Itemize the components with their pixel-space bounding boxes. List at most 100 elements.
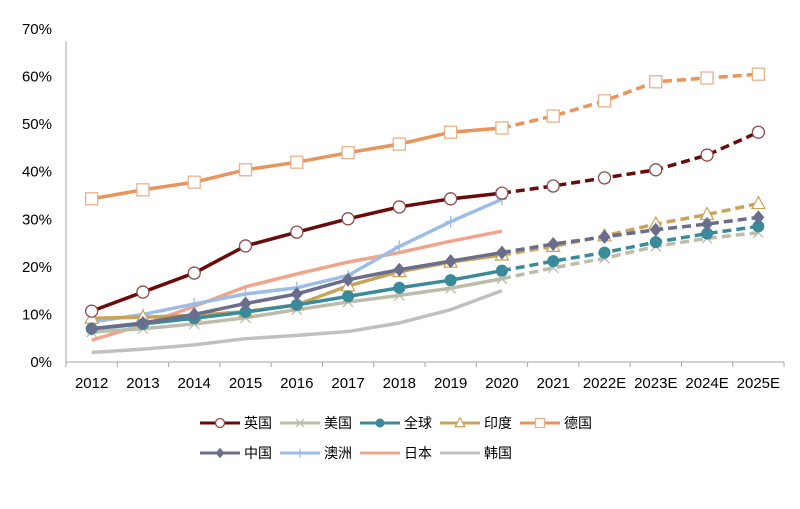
legend-item: 英国 bbox=[198, 413, 274, 433]
marker-dot bbox=[547, 255, 560, 268]
legend-item: 澳洲 bbox=[278, 443, 354, 463]
marker-square bbox=[700, 71, 714, 85]
x-tick-label: 2012 bbox=[75, 375, 108, 392]
y-tick-label: 20% bbox=[22, 259, 52, 276]
marker-square bbox=[392, 137, 407, 151]
legend-swatch-icon bbox=[360, 418, 400, 428]
marker-plus bbox=[296, 448, 304, 458]
y-tick-label: 70% bbox=[22, 21, 52, 38]
series-forecast-line bbox=[501, 215, 759, 255]
marker-diamond bbox=[188, 307, 201, 322]
legend-label: 德国 bbox=[564, 416, 592, 432]
x-tick-label: 2018 bbox=[383, 375, 416, 392]
marker-dot bbox=[375, 418, 385, 428]
marker-diamond bbox=[495, 245, 508, 260]
marker-square bbox=[290, 155, 304, 169]
x-tick-label: 2024E bbox=[685, 375, 728, 392]
series-3 bbox=[85, 220, 765, 335]
y-tick-label: 10% bbox=[22, 306, 52, 323]
marker-diamond bbox=[547, 237, 560, 252]
series-line bbox=[91, 289, 503, 355]
legend-row: 英国 美国 全球 印度 德国 bbox=[198, 408, 638, 438]
legend-swatch-icon bbox=[200, 417, 240, 429]
marker-square bbox=[187, 175, 201, 189]
marker-diamond bbox=[752, 210, 765, 225]
legend-item: 全球 bbox=[358, 413, 434, 433]
legend-item: 德国 bbox=[518, 413, 594, 433]
marker-square bbox=[84, 192, 99, 206]
marker-circle bbox=[392, 200, 407, 214]
marker-dot bbox=[290, 298, 303, 311]
legend-item: 印度 bbox=[438, 413, 514, 433]
legend-swatch-icon bbox=[440, 416, 480, 428]
marker-circle bbox=[187, 266, 201, 280]
y-axis: 0% 10% 20% 30% 40% 50% 60% 70% bbox=[22, 21, 67, 371]
x-tick-label: 2022E bbox=[583, 375, 626, 392]
marker-circle bbox=[238, 239, 253, 253]
y-tick-label: 30% bbox=[22, 211, 52, 228]
series-1 bbox=[84, 125, 766, 318]
x-tick-label: 2013 bbox=[126, 375, 159, 392]
marker-triangle bbox=[454, 416, 466, 428]
legend-label: 英国 bbox=[244, 416, 272, 432]
legend-label: 印度 bbox=[484, 416, 512, 432]
x-axis: 2012 2013 2014 2015 2016 2017 2018 2019 2020 2021… bbox=[65, 361, 785, 392]
marker-dot bbox=[701, 227, 714, 240]
marker-circle bbox=[290, 225, 304, 239]
marker-circle bbox=[341, 212, 355, 226]
legend-label: 韩国 bbox=[484, 446, 512, 462]
marker-circle bbox=[214, 417, 226, 429]
legend-item: 日本 bbox=[358, 443, 434, 463]
x-tick-label: 2020 bbox=[485, 375, 518, 392]
marker-square bbox=[341, 146, 355, 160]
legend-label: 中国 bbox=[244, 446, 272, 462]
marker-square bbox=[751, 67, 766, 81]
marker-circle bbox=[84, 304, 99, 318]
marker-diamond bbox=[649, 222, 662, 237]
legend-swatch-icon bbox=[280, 418, 320, 428]
marker-plus bbox=[394, 240, 405, 253]
x-tick-label: 2014 bbox=[178, 375, 211, 392]
marker-diamond bbox=[598, 229, 611, 244]
y-tick-label: 60% bbox=[22, 69, 52, 86]
series-forecast-line bbox=[501, 230, 759, 281]
marker-square bbox=[495, 121, 509, 135]
x-tick-label: 2021 bbox=[537, 375, 570, 392]
series-forecast-line bbox=[501, 224, 759, 273]
x-tick-label: 2015 bbox=[229, 375, 262, 392]
marker-diamond bbox=[342, 272, 355, 287]
marker-circle bbox=[597, 171, 612, 185]
legend-item: 中国 bbox=[198, 443, 274, 463]
marker-diamond bbox=[444, 254, 457, 269]
series-forecast-line bbox=[501, 201, 759, 257]
x-tick-label: 2025E bbox=[737, 375, 780, 392]
marker-dot bbox=[495, 264, 508, 277]
x-tick-label: 2023E bbox=[634, 375, 677, 392]
marker-diamond bbox=[290, 286, 303, 301]
legend-swatch-icon bbox=[360, 451, 400, 455]
legend-row: 中国 澳洲 日本 韩国 bbox=[198, 438, 638, 468]
marker-circle bbox=[546, 179, 560, 193]
marker-dot bbox=[444, 274, 457, 287]
legend-swatch-icon bbox=[200, 447, 240, 459]
series-layer bbox=[84, 67, 766, 355]
marker-dot bbox=[342, 290, 355, 303]
marker-circle bbox=[649, 163, 663, 177]
marker-square bbox=[238, 163, 253, 177]
legend-label: 全球 bbox=[404, 416, 432, 432]
series-5 bbox=[84, 67, 766, 206]
marker-square bbox=[136, 183, 150, 197]
series-6 bbox=[85, 210, 765, 336]
marker-diamond bbox=[701, 217, 714, 232]
marker-dot bbox=[598, 246, 611, 259]
legend-swatch-icon bbox=[440, 451, 480, 455]
marker-circle bbox=[751, 125, 766, 139]
marker-square bbox=[597, 94, 612, 108]
marker-diamond bbox=[136, 315, 149, 330]
x-tick-label: 2017 bbox=[331, 375, 364, 392]
legend-label: 日本 bbox=[404, 446, 432, 462]
series-forecast-line bbox=[501, 130, 760, 195]
x-tick-label: 2019 bbox=[434, 375, 467, 392]
marker-square bbox=[443, 125, 458, 139]
marker-circle bbox=[443, 192, 458, 206]
